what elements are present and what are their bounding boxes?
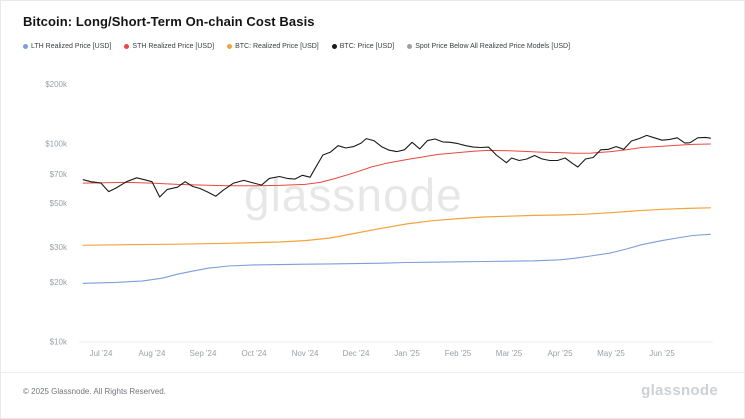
x-tick-label: Sep '24 (190, 349, 217, 358)
x-tick-label: Jun '25 (649, 349, 675, 358)
x-tick-label: Jan '25 (394, 349, 420, 358)
x-tick-label: Nov '24 (292, 349, 319, 358)
legend-item-4[interactable]: Spot Price Below All Realized Price Mode… (407, 43, 570, 50)
series-line-lth-realized-price-usd- (82, 233, 711, 284)
legend-item-2[interactable]: BTC: Realized Price [USD] (227, 43, 319, 50)
y-tick-label: $30k (50, 243, 68, 252)
legend-label: STH Realized Price [USD] (132, 43, 215, 50)
y-tick-label: $20k (50, 278, 68, 287)
legend-dot-icon (124, 44, 130, 49)
legend-item-1[interactable]: STH Realized Price [USD] (124, 43, 214, 50)
y-tick-label: $100k (45, 140, 68, 149)
x-tick-label: Aug '24 (139, 349, 166, 358)
legend-label: BTC: Realized Price [USD] (235, 43, 319, 50)
x-tick-label: Apr '25 (547, 349, 573, 358)
legend-dot-icon (331, 44, 337, 49)
footer-divider (1, 372, 744, 373)
x-tick-label: May '25 (597, 349, 625, 358)
legend-label: BTC: Price [USD] (339, 43, 395, 50)
x-tick-label: Jul '24 (90, 349, 113, 358)
x-tick-label: Dec '24 (343, 349, 370, 358)
y-tick-label: $50k (50, 199, 68, 208)
y-tick-label: $70k (50, 170, 68, 179)
legend-dot-icon (407, 44, 413, 49)
legend-item-0[interactable]: LTH Realized Price [USD] (23, 43, 111, 50)
legend-dot-icon (227, 44, 233, 49)
page-title: Bitcoin: Long/Short-Term On-chain Cost B… (23, 14, 315, 29)
legend-dot-icon (23, 44, 28, 49)
copyright-text: © 2025 Glassnode. All Rights Reserved. (23, 387, 166, 396)
legend: LTH Realized Price [USD] STH Realized Pri… (23, 43, 570, 50)
x-tick-label: Mar '25 (496, 349, 523, 358)
x-tick-label: Feb '25 (445, 349, 472, 358)
x-tick-label: Oct '24 (241, 349, 267, 358)
glassnode-watermark: glassnode (244, 169, 463, 221)
legend-item-3[interactable]: BTC: Price [USD] (331, 43, 395, 50)
glassnode-logo: glassnode (641, 382, 718, 399)
y-tick-label: $10k (50, 338, 68, 347)
legend-label: Spot Price Below All Realized Price Mode… (415, 43, 571, 50)
y-tick-label: $200k (45, 80, 68, 89)
legend-label: LTH Realized Price [USD] (31, 43, 112, 50)
